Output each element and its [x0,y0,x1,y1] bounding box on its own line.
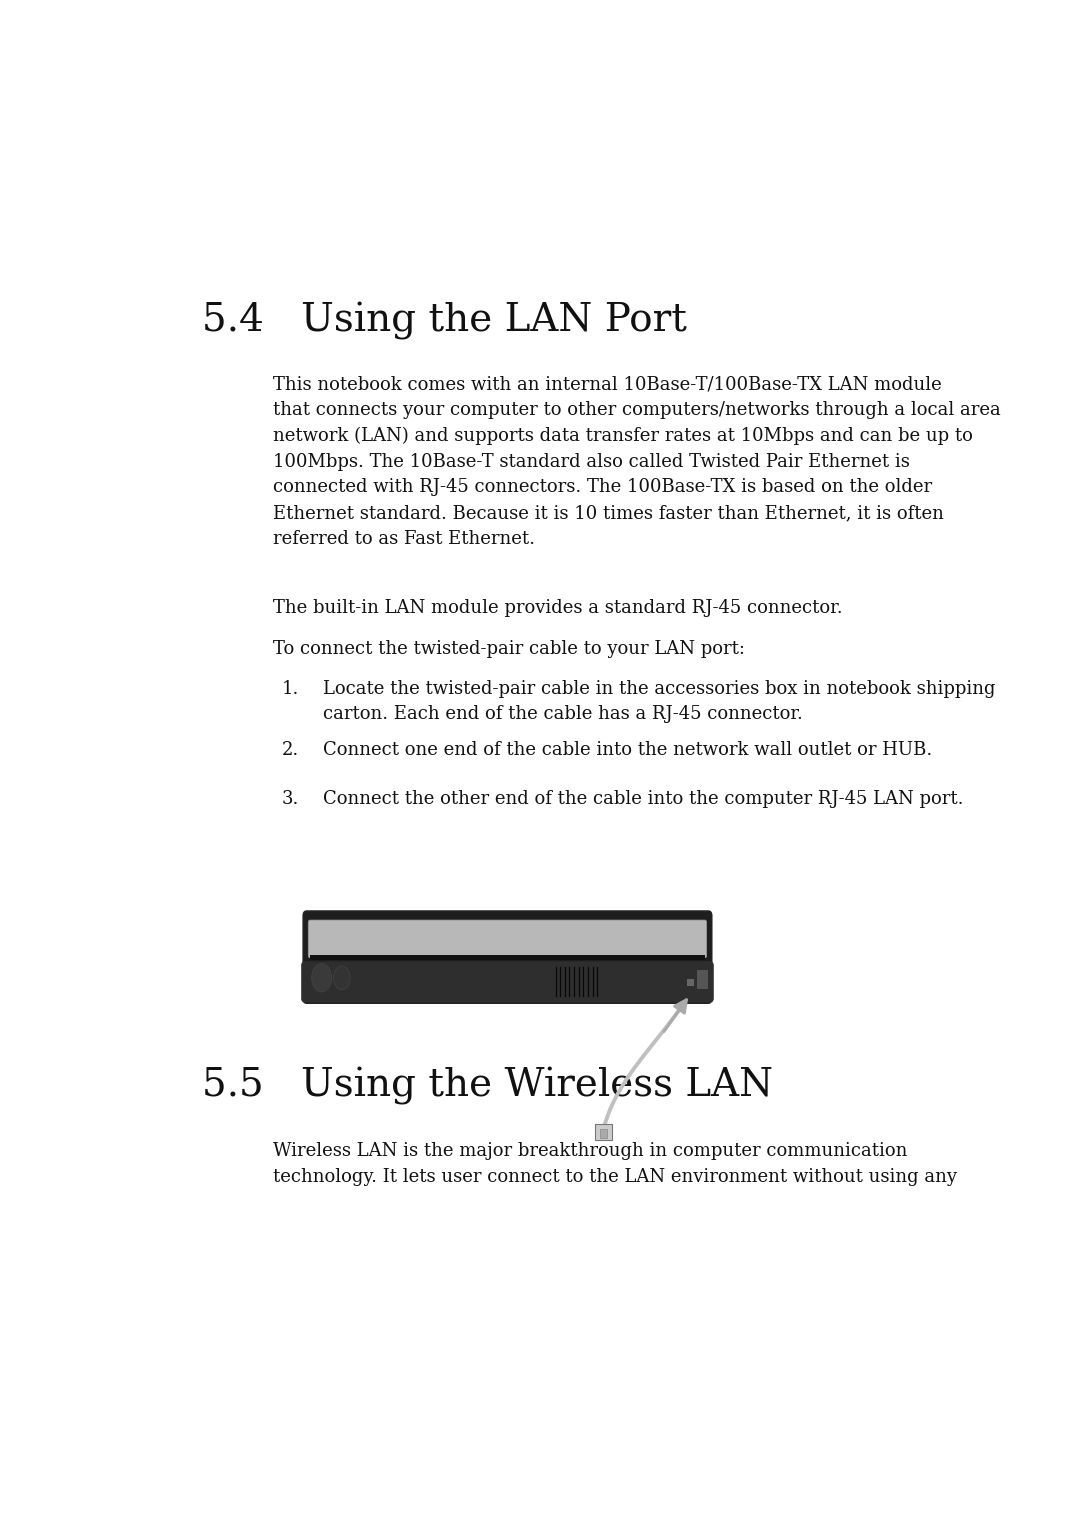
Bar [698,970,708,989]
Text: 5.5   Using the Wireless LAN: 5.5 Using the Wireless LAN [202,1067,773,1105]
Text: 3.: 3. [282,789,299,808]
Circle shape [312,964,332,992]
FancyBboxPatch shape [303,911,712,1003]
Bar [600,1130,607,1137]
Text: Wireless LAN is the major breakthrough in computer communication
technology. It : Wireless LAN is the major breakthrough i… [273,1142,957,1187]
Text: 1.: 1. [282,679,299,698]
FancyBboxPatch shape [308,920,706,958]
Bar [688,980,694,986]
Bar [595,1124,612,1141]
Text: This notebook comes with an internal 10Base-T/100Base-TX LAN module
that connect: This notebook comes with an internal 10B… [273,376,1001,547]
Text: 2.: 2. [282,740,299,759]
Text: 5.4   Using the LAN Port: 5.4 Using the LAN Port [202,302,687,340]
Text: Connect one end of the cable into the network wall outlet or HUB.: Connect one end of the cable into the ne… [323,740,932,759]
Bar [310,955,705,961]
Text: Connect the other end of the cable into the computer RJ-45 LAN port.: Connect the other end of the cable into … [323,789,963,808]
Circle shape [334,966,350,990]
Text: Locate the twisted-pair cable in the accessories box in notebook shipping
carton: Locate the twisted-pair cable in the acc… [323,679,996,724]
FancyBboxPatch shape [301,961,714,1003]
Text: The built-in LAN module provides a standard RJ-45 connector.: The built-in LAN module provides a stand… [273,599,842,618]
Text: To connect the twisted-pair cable to your LAN port:: To connect the twisted-pair cable to you… [273,639,745,658]
